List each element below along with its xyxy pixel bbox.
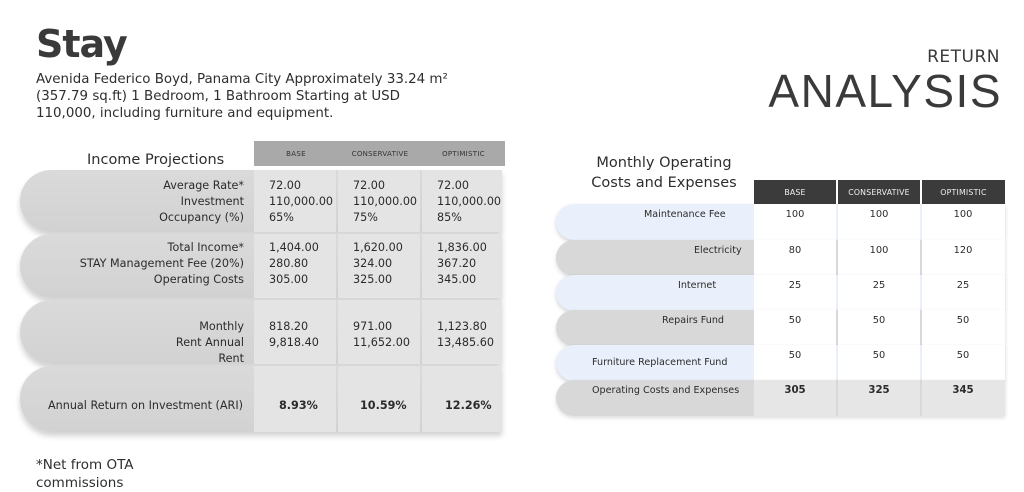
- income-value-optimistic: 1,836.00 367.20 345.00: [437, 241, 487, 286]
- operating-value-base: 80: [788, 245, 802, 256]
- income-value-optimistic: 1,123.80 13,485.60: [437, 320, 494, 349]
- income-cell: [254, 170, 336, 232]
- income-cell: [254, 234, 336, 298]
- stay-logo: Stay: [36, 22, 128, 66]
- income-value-optimistic: 72.00 110,000.00 85%: [437, 179, 502, 224]
- operating-total-row: Operating Costs and Expenses 305 325 345: [556, 380, 1005, 416]
- operating-cell: [754, 240, 836, 276]
- income-value-conservative: 72.00 110,000.00 75%: [353, 179, 418, 224]
- operating-value-conservative: 25: [872, 280, 886, 291]
- ari-label: Annual Return on Investment (ARI): [48, 399, 243, 412]
- operating-cell: [754, 310, 836, 346]
- operating-cell: [922, 204, 1005, 240]
- operating-row: Internet 25 25 25: [556, 275, 1005, 311]
- operating-row: Electricity 80 100 120: [556, 240, 1005, 276]
- income-cell: [422, 234, 502, 298]
- operating-total-optimistic: 345: [952, 385, 974, 396]
- operating-row: Repairs Fund 50 50 50: [556, 310, 1005, 346]
- operating-value-optimistic: 100: [953, 209, 973, 220]
- ari-value-optimistic: 12.26%: [445, 399, 492, 412]
- ari-value-conservative: 10.59%: [360, 399, 407, 412]
- operating-value-conservative: 100: [869, 209, 889, 220]
- income-value-conservative: 1,620.00 324.00 325.00: [353, 241, 403, 286]
- operating-cell: [838, 310, 920, 346]
- income-cell: [254, 300, 336, 364]
- income-cell: [422, 170, 502, 232]
- operating-cell: [754, 204, 836, 240]
- operating-value-base: 50: [788, 350, 802, 361]
- operating-costs-title: Monthly Operating Costs and Expenses: [591, 155, 737, 191]
- income-value-conservative: 971.00 11,652.00: [353, 320, 410, 349]
- operating-value-optimistic: 50: [956, 315, 970, 326]
- income-cell: [422, 300, 502, 364]
- operating-value-conservative: 50: [872, 350, 886, 361]
- operating-value-optimistic: 50: [956, 350, 970, 361]
- operating-cell: [754, 380, 836, 416]
- operating-value-base: 100: [785, 209, 805, 220]
- operating-cell: [922, 240, 1005, 276]
- operating-cell: [838, 275, 920, 311]
- footnote: *Net from OTA commissions: [36, 457, 134, 491]
- ari-value-base: 8.93%: [279, 399, 318, 412]
- income-cell: [338, 300, 420, 364]
- property-description: Avenida Federico Boyd, Panama City Appro…: [36, 72, 448, 121]
- operating-cell: [838, 345, 920, 381]
- income-header-base: BASE: [254, 141, 338, 166]
- operating-cell: [922, 345, 1005, 381]
- operating-row: Furniture Replacement Fund 50 50 50: [556, 345, 1005, 381]
- operating-cell: [838, 240, 920, 276]
- operating-value-optimistic: 120: [953, 245, 973, 256]
- income-cell: [338, 170, 420, 232]
- operating-cell: [922, 310, 1005, 346]
- operating-header-optimistic: OPTIMISTIC: [922, 180, 1005, 204]
- income-row-ari: Annual Return on Investment (ARI) 8.93% …: [20, 366, 502, 432]
- income-row-rates: Average Rate* Investment Occupancy (%) 7…: [20, 170, 502, 232]
- operating-value-base: 50: [788, 315, 802, 326]
- income-row-label: Monthly Rent Annual Rent: [175, 320, 244, 365]
- operating-header-conservative: CONSERVATIVE: [838, 180, 920, 204]
- operating-row: Maintenance Fee 100 100 100: [556, 204, 1005, 240]
- operating-row-label: Repairs Fund: [662, 315, 725, 326]
- operating-cell: [754, 275, 836, 311]
- income-cell: [422, 366, 502, 432]
- income-value-base: 1,404.00 280.80 305.00: [269, 241, 319, 286]
- operating-header-base: BASE: [754, 180, 836, 204]
- operating-cell: [922, 275, 1005, 311]
- operating-cell: [838, 380, 920, 416]
- income-cell: [338, 234, 420, 298]
- operating-value-optimistic: 25: [956, 280, 970, 291]
- operating-value-base: 25: [788, 280, 802, 291]
- income-cell: [254, 366, 336, 432]
- income-row-label: Average Rate* Investment Occupancy (%): [159, 179, 244, 224]
- title-analysis: ANALYSIS: [768, 65, 1002, 117]
- income-projections-title: Income Projections: [87, 152, 225, 168]
- income-row-rent: Monthly Rent Annual Rent 818.20 9,818.40…: [20, 300, 502, 365]
- income-cell: [338, 366, 420, 432]
- income-value-base: 72.00 110,000.00 65%: [269, 179, 334, 224]
- operating-row-label: Electricity: [694, 245, 742, 256]
- title-return: RETURN: [927, 47, 1000, 67]
- operating-value-conservative: 50: [872, 315, 886, 326]
- operating-row-label: Internet: [678, 280, 717, 291]
- operating-row-label: Furniture Replacement Fund: [592, 357, 728, 368]
- income-header-conservative: CONSERVATIVE: [338, 141, 422, 166]
- income-header-optimistic: OPTIMISTIC: [422, 141, 505, 166]
- income-row-totals: Total Income* STAY Management Fee (20%) …: [20, 234, 502, 298]
- operating-cell: [838, 204, 920, 240]
- operating-cell: [922, 380, 1005, 416]
- operating-cell: [754, 345, 836, 381]
- operating-total-label: Operating Costs and Expenses: [592, 385, 740, 396]
- operating-total-base: 305: [784, 385, 806, 396]
- income-row-label: Total Income* STAY Management Fee (20%) …: [79, 241, 244, 286]
- income-value-base: 818.20 9,818.40: [269, 320, 319, 349]
- operating-total-conservative: 325: [868, 385, 890, 396]
- operating-row-label: Maintenance Fee: [644, 209, 726, 220]
- operating-value-conservative: 100: [869, 245, 889, 256]
